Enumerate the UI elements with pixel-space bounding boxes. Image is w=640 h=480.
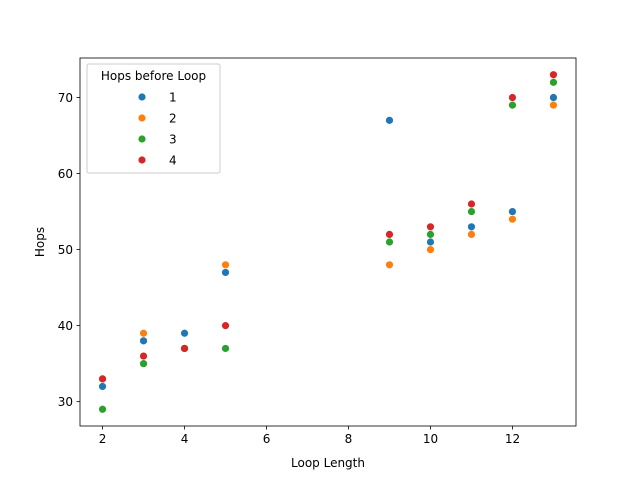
- legend-items: 1 2 3 4: [138, 90, 177, 167]
- y-tick-label: 40: [58, 319, 73, 333]
- data-point-series-3: [98, 405, 107, 413]
- y-tick-label: 70: [58, 91, 73, 105]
- data-point-series-3: [385, 238, 394, 246]
- data-point-series-4: [467, 200, 476, 208]
- data-point-series-3: [508, 101, 517, 109]
- y-tick-label: 30: [58, 395, 73, 409]
- legend-marker-series-3: [138, 135, 146, 143]
- data-point-series-3: [221, 344, 230, 353]
- data-point-series-2: [467, 230, 476, 238]
- x-tick-label: 10: [423, 432, 438, 446]
- data-point-series-1: [508, 207, 517, 216]
- y-tick-label: 50: [58, 243, 73, 257]
- x-tick-label: 6: [263, 432, 271, 446]
- data-point-series-2: [426, 246, 435, 254]
- data-point-series-3: [139, 360, 148, 368]
- legend-label-series-3: 3: [169, 132, 177, 146]
- plot-frame: [79, 57, 577, 427]
- data-point-series-2: [139, 329, 148, 337]
- legend-label-series-1: 1: [169, 90, 177, 104]
- data-point-series-2: [508, 215, 517, 223]
- data-point-series-1: [385, 116, 394, 124]
- x-tick-label: 4: [181, 432, 189, 446]
- legend-label-series-4: 4: [169, 153, 177, 167]
- data-point-series-1: [98, 382, 107, 391]
- x-tick-label: 8: [345, 432, 353, 446]
- data-point-series-1: [467, 223, 476, 231]
- data-point-series-4: [180, 344, 189, 353]
- data-point-series-4: [549, 71, 558, 79]
- x-tick-label: 12: [505, 432, 520, 446]
- data-point-series-3: [426, 230, 435, 238]
- data-point-series-2: [385, 261, 394, 269]
- data-point-series-1: [426, 238, 435, 246]
- legend-box: [86, 63, 221, 174]
- legend-label-series-2: 2: [169, 111, 177, 125]
- y-tick-label: 60: [58, 167, 73, 181]
- legend-title: Hops before Loop: [101, 69, 206, 83]
- data-point-series-1: [139, 337, 148, 345]
- legend-marker-series-4: [138, 156, 146, 164]
- legend-marker-series-1: [138, 93, 146, 101]
- data-point-series-4: [139, 352, 148, 360]
- data-points: [98, 71, 558, 413]
- y-axis-label: Hops: [33, 227, 47, 257]
- data-point-series-1: [549, 93, 558, 102]
- data-point-series-1: [180, 329, 189, 337]
- x-tick-label: 2: [99, 432, 107, 446]
- data-point-series-2: [221, 261, 230, 269]
- data-point-series-3: [549, 78, 558, 86]
- data-point-series-1: [221, 268, 230, 277]
- data-point-series-4: [426, 223, 435, 231]
- data-point-series-4: [508, 93, 517, 102]
- legend: Hops before Loop 1 2 3 4: [86, 63, 221, 174]
- data-point-series-2: [549, 101, 558, 109]
- legend-marker-series-2: [138, 114, 146, 122]
- data-point-series-4: [98, 375, 107, 383]
- data-point-series-3: [467, 207, 476, 216]
- data-point-series-4: [385, 230, 394, 238]
- x-axis-label: Loop Length: [291, 456, 365, 470]
- data-point-series-4: [221, 322, 230, 330]
